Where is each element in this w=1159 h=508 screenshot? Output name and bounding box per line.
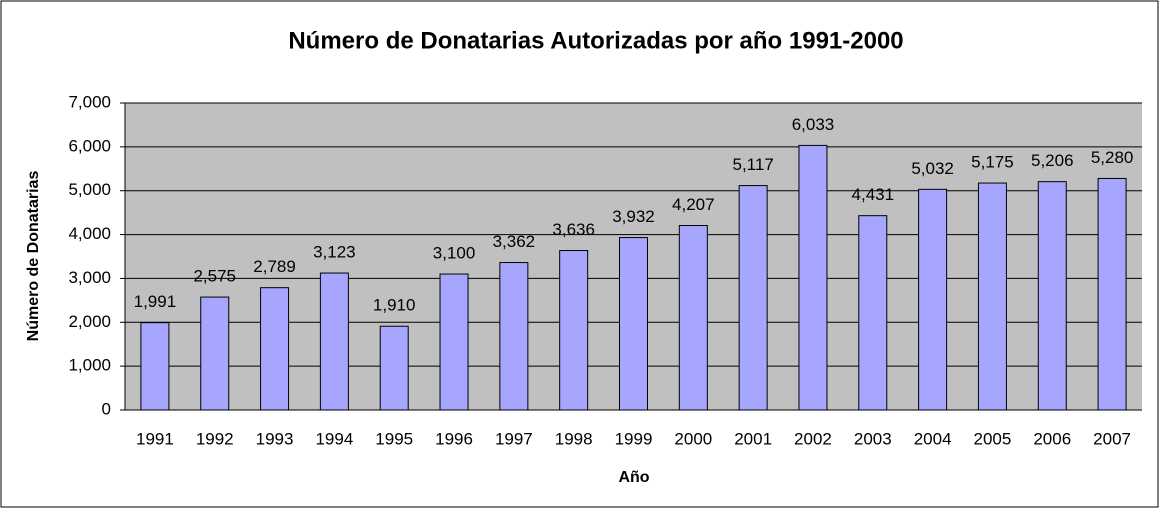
value-label: 5,117 xyxy=(733,155,774,174)
x-tick-label: 2007 xyxy=(1093,429,1131,448)
y-tick-label: 4,000 xyxy=(68,224,111,243)
x-tick-label: 2001 xyxy=(734,429,772,448)
value-label: 3,636 xyxy=(552,220,595,239)
x-tick-label: 2006 xyxy=(1033,429,1071,448)
y-tick-label: 5,000 xyxy=(68,180,111,199)
x-axis-title: Año xyxy=(618,469,649,486)
x-tick-label: 2004 xyxy=(914,429,952,448)
y-tick-label: 1,000 xyxy=(68,356,111,375)
value-label: 5,280 xyxy=(1091,148,1134,167)
bar xyxy=(858,215,888,411)
value-label: 5,032 xyxy=(911,159,954,178)
x-tick-label: 1995 xyxy=(375,429,413,448)
x-tick-label: 1994 xyxy=(315,429,353,448)
bar xyxy=(1097,177,1127,411)
value-label: 3,123 xyxy=(313,243,356,262)
bar xyxy=(319,272,349,411)
bar xyxy=(260,287,290,411)
x-tick-label: 1998 xyxy=(555,429,593,448)
value-label: 2,575 xyxy=(193,267,236,286)
x-tick-label: 1999 xyxy=(615,429,653,448)
value-label: 4,207 xyxy=(672,195,715,214)
x-tick-label: 2003 xyxy=(854,429,892,448)
x-tick-label: 1997 xyxy=(495,429,533,448)
y-tick-label: 0 xyxy=(102,399,111,418)
value-label: 3,362 xyxy=(493,232,536,251)
bar xyxy=(918,188,948,411)
bar xyxy=(200,296,230,411)
x-tick-label: 2002 xyxy=(794,429,832,448)
y-tick-label: 2,000 xyxy=(68,312,111,331)
bar xyxy=(499,262,529,411)
chart-title: Número de Donatarias Autorizadas por año… xyxy=(288,27,903,54)
y-axis-title: Número de Donatarias xyxy=(25,171,42,342)
bar xyxy=(738,185,768,411)
value-label: 5,175 xyxy=(971,153,1014,172)
bar xyxy=(559,250,589,411)
x-tick-label: 2000 xyxy=(674,429,712,448)
value-label: 3,932 xyxy=(612,207,655,226)
value-label: 1,991 xyxy=(134,292,177,311)
x-tick-label: 1996 xyxy=(435,429,473,448)
x-tick-label: 1993 xyxy=(256,429,294,448)
value-label: 4,431 xyxy=(852,185,895,204)
value-label: 2,789 xyxy=(253,257,296,276)
bar xyxy=(1037,181,1067,411)
x-tick-label: 1992 xyxy=(196,429,234,448)
bar xyxy=(140,322,170,411)
bar xyxy=(439,273,469,411)
bar xyxy=(678,224,708,411)
value-label: 5,206 xyxy=(1031,151,1074,170)
y-tick-label: 7,000 xyxy=(68,92,111,111)
y-tick-label: 3,000 xyxy=(68,268,111,287)
bar xyxy=(619,237,648,411)
value-label: 3,100 xyxy=(433,244,476,263)
y-tick-label: 6,000 xyxy=(68,136,111,155)
value-label: 6,033 xyxy=(792,115,835,134)
bar xyxy=(798,144,828,411)
x-tick-label: 1991 xyxy=(136,429,174,448)
bar xyxy=(977,182,1007,411)
value-label: 1,910 xyxy=(373,296,416,315)
bar xyxy=(379,325,409,411)
x-tick-label: 2005 xyxy=(974,429,1012,448)
